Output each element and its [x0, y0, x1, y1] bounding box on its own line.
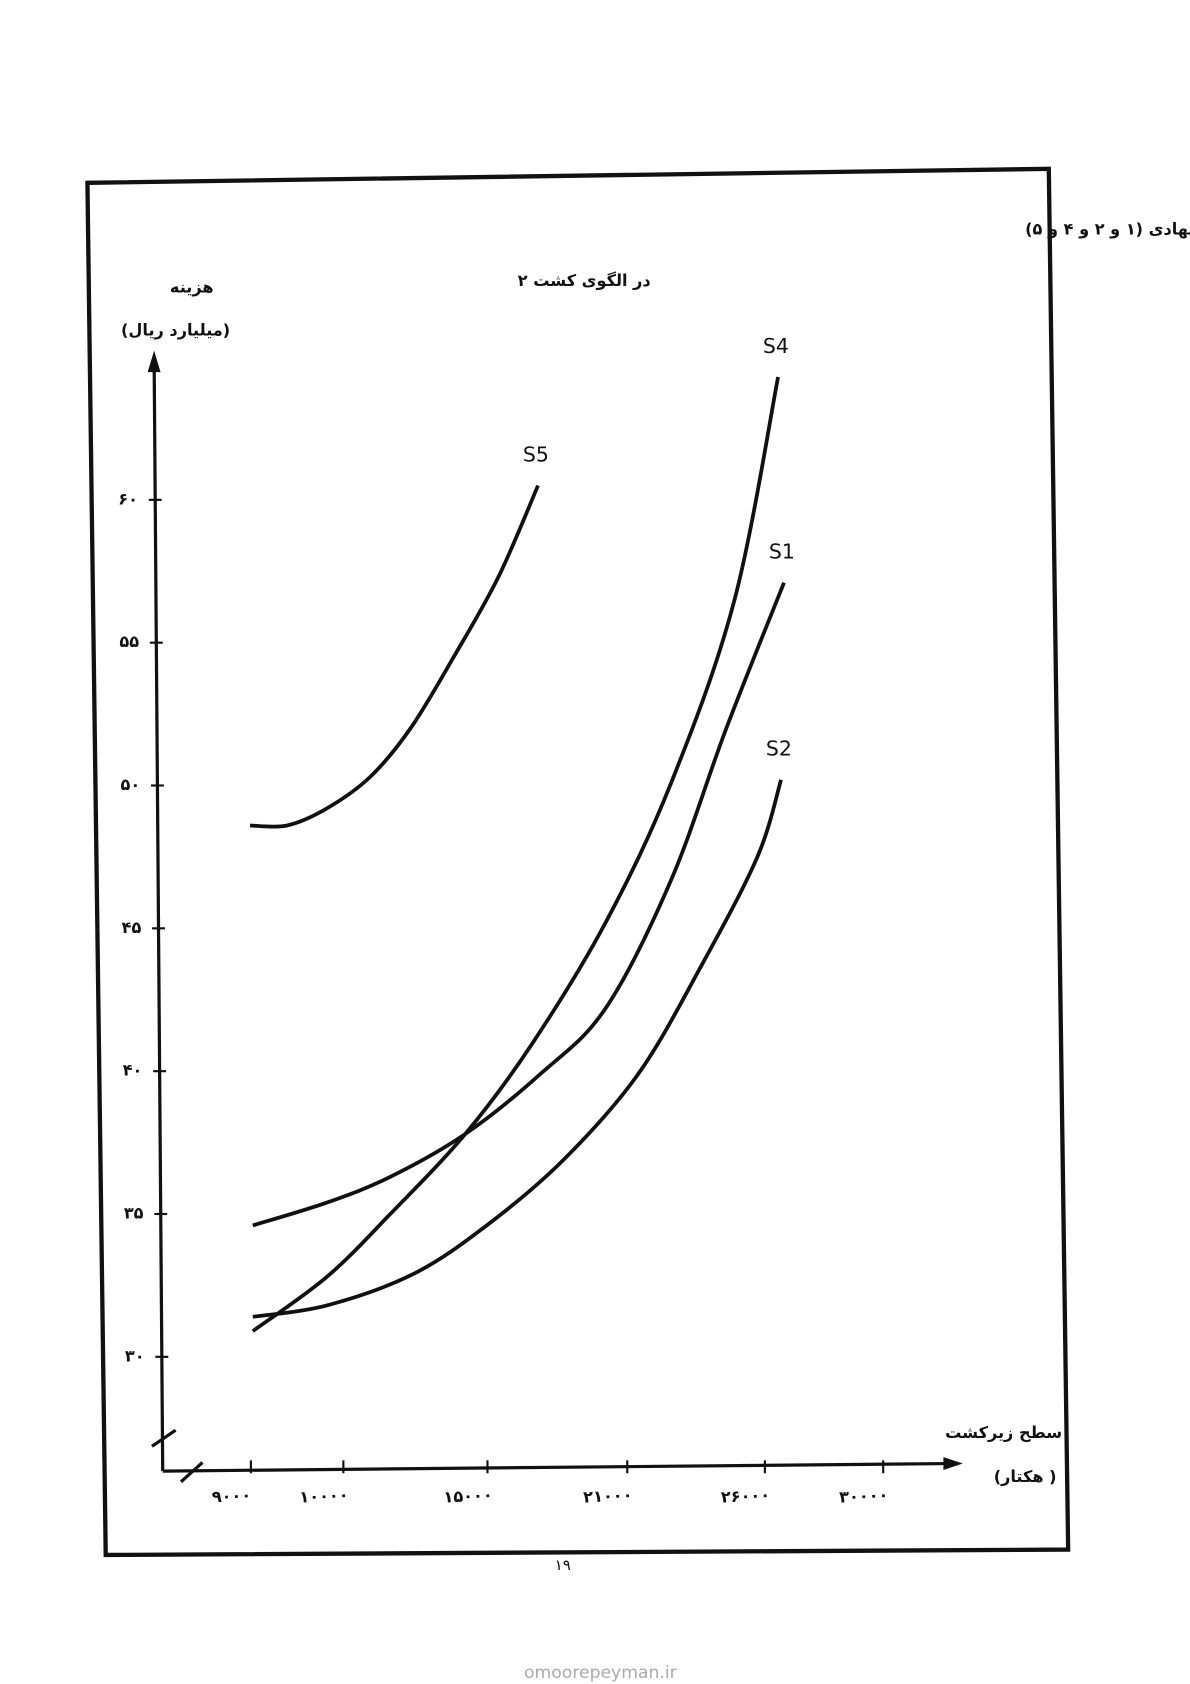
y-axis-label: هزینه — [170, 278, 214, 297]
y-tick-label: ۳۵ — [124, 1203, 144, 1222]
watermark: omoorepeyman.ir — [524, 1663, 678, 1683]
axis-break — [151, 1428, 177, 1448]
series-label: S1 — [769, 540, 795, 564]
x-tick-label: ۳۰۰۰۰ — [839, 1485, 889, 1507]
x-tick-label: ۱۰۰۰۰ — [299, 1485, 349, 1507]
frame — [85, 166, 1071, 1558]
x-tick-label: ۲۶۰۰۰ — [720, 1485, 770, 1507]
series-line — [252, 779, 783, 1319]
y-arrow — [147, 350, 161, 373]
series-label: S5 — [523, 442, 549, 466]
y-axis-label: (میلیارد ریال) — [121, 321, 230, 340]
x-tick-label: ۲۱۰۰۰ — [583, 1485, 633, 1507]
series-label: S2 — [766, 737, 792, 761]
x-axis-label: سطح زیرکشت — [945, 1423, 1062, 1442]
y-tick-label: ۴۰ — [123, 1061, 143, 1080]
y-tick-label: ۶۰ — [118, 489, 138, 508]
chart-subtitle: در الگوی کشت ۲ — [518, 271, 651, 290]
x-axis — [162, 1461, 950, 1473]
axis-break — [179, 1461, 204, 1484]
x-tick-label: ۹۰۰۰ — [211, 1485, 251, 1506]
series-line — [251, 376, 780, 1333]
x-tick-label: ۱۵۰۰۰ — [443, 1485, 493, 1507]
page-number: ۱۹ — [555, 1556, 571, 1574]
y-tick-label: ۵۵ — [119, 632, 139, 651]
y-axis — [152, 357, 165, 1472]
y-tick-label: ۴۵ — [122, 918, 142, 937]
series-line — [249, 484, 540, 829]
series-label: S4 — [763, 334, 789, 358]
y-tick-label: ۳۰ — [125, 1346, 145, 1365]
y-tick-label: ۵۰ — [121, 775, 141, 794]
x-arrow — [943, 1457, 963, 1471]
x-axis-label: ( هکتار) — [994, 1467, 1057, 1486]
chart-title: نمودار شماره ۴- رابطه سطح زیرکشت با هزین… — [1025, 220, 1190, 240]
series-line — [252, 581, 786, 1228]
